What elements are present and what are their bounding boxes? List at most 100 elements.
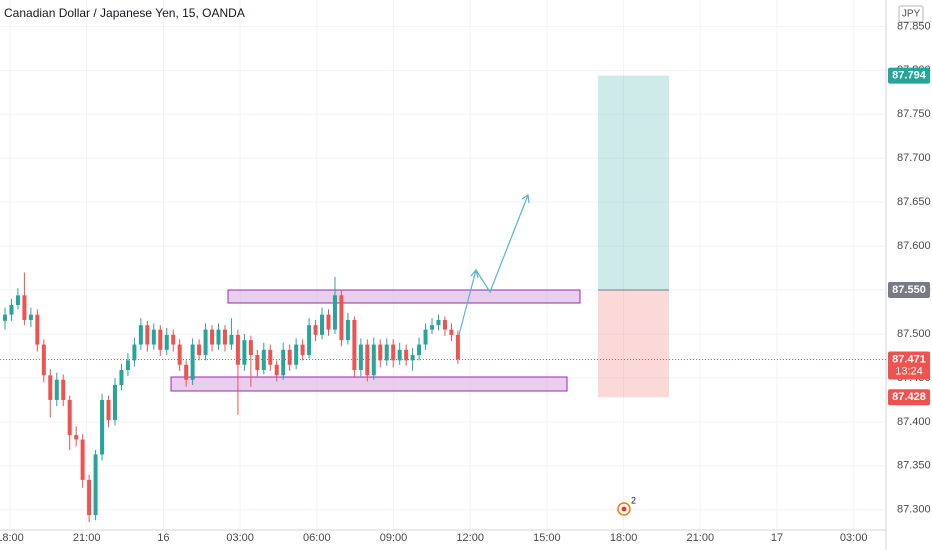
candle-body bbox=[358, 344, 363, 371]
candle-body bbox=[281, 349, 286, 376]
candle-body bbox=[197, 344, 202, 356]
candle-body bbox=[119, 370, 124, 385]
candle-body bbox=[313, 325, 318, 335]
candle-body bbox=[138, 325, 143, 345]
candle-body bbox=[307, 325, 312, 356]
y-tick-label: 87.400 bbox=[897, 416, 931, 428]
long-position bbox=[598, 75, 669, 398]
x-tick-label: 03:00 bbox=[840, 532, 868, 544]
candle-body bbox=[371, 344, 376, 376]
candle-body bbox=[436, 319, 441, 326]
y-tick-label: 87.700 bbox=[897, 152, 931, 164]
candle-body bbox=[145, 325, 150, 345]
grid bbox=[0, 0, 886, 530]
candle-body bbox=[391, 344, 396, 361]
loss-zone bbox=[598, 290, 669, 398]
candle-body bbox=[397, 349, 402, 361]
candle-body bbox=[177, 344, 182, 365]
candle-body bbox=[384, 344, 389, 361]
currency[interactable]: JPY bbox=[902, 9, 921, 20]
arrow-head bbox=[470, 268, 479, 279]
profit-zone bbox=[598, 75, 669, 291]
candle-body bbox=[9, 304, 14, 315]
candle-body bbox=[294, 344, 299, 365]
event-count: 2 bbox=[631, 495, 636, 505]
candle-body bbox=[261, 349, 266, 371]
arrow-head bbox=[521, 193, 530, 204]
candle-body bbox=[339, 295, 344, 341]
candle-body bbox=[455, 334, 460, 360]
candle-body bbox=[93, 454, 98, 516]
candle-body bbox=[410, 355, 415, 361]
candle-body bbox=[268, 349, 273, 365]
drawings bbox=[170, 193, 581, 392]
y-tick-label: 87.350 bbox=[897, 460, 931, 472]
candle-body bbox=[378, 344, 383, 361]
target-price-label-box bbox=[888, 67, 930, 84]
y-tick-label: 87.600 bbox=[897, 240, 931, 252]
currency-box[interactable] bbox=[898, 5, 924, 23]
last-price-label-box bbox=[888, 351, 930, 380]
candle-body bbox=[417, 344, 422, 356]
candle-body bbox=[61, 379, 66, 400]
candle-body bbox=[442, 319, 447, 330]
candle-body bbox=[48, 375, 53, 400]
candle-body bbox=[345, 319, 350, 341]
candle-body bbox=[80, 439, 85, 480]
candle-body bbox=[54, 379, 59, 400]
candle-body bbox=[15, 295, 20, 305]
event-marker[interactable]: 2 bbox=[617, 495, 636, 516]
candle-body bbox=[287, 349, 292, 365]
candle-body bbox=[216, 329, 221, 345]
candle-body bbox=[255, 355, 260, 371]
candle-body bbox=[132, 344, 137, 361]
candle-body bbox=[74, 435, 79, 440]
countdown: 13:24 bbox=[895, 365, 923, 377]
candle-body bbox=[158, 329, 163, 350]
last-price-label: 87.471 bbox=[892, 353, 926, 365]
candle-body bbox=[300, 344, 305, 356]
stop-price-label-box bbox=[888, 389, 930, 406]
x-tick-label: 09:00 bbox=[380, 532, 408, 544]
y-tick-label: 87.850 bbox=[897, 20, 931, 32]
candle-body bbox=[125, 360, 130, 371]
candle-body bbox=[210, 329, 215, 345]
x-tick-label: 21:00 bbox=[73, 532, 101, 544]
candle-body bbox=[332, 295, 337, 330]
candle-body bbox=[41, 344, 46, 376]
resistance-zone bbox=[227, 289, 581, 304]
x-tick-label: 16 bbox=[157, 532, 169, 544]
y-tick-label: 87.750 bbox=[897, 108, 931, 120]
projection-arrow bbox=[458, 194, 529, 336]
candle-body bbox=[242, 340, 247, 365]
candle-body bbox=[404, 349, 409, 361]
candle-body bbox=[164, 334, 169, 350]
candle-body bbox=[430, 325, 435, 330]
candle-body bbox=[87, 479, 92, 516]
candle-body bbox=[67, 399, 72, 436]
candle-body bbox=[248, 340, 253, 356]
x-tick-label: 06:00 bbox=[303, 532, 331, 544]
candle-body bbox=[100, 399, 105, 455]
candle-body bbox=[229, 334, 234, 345]
x-tick-label: 15:00 bbox=[533, 532, 561, 544]
candle-body bbox=[222, 329, 227, 345]
price-labels: 87.30087.35087.40087.45087.50087.55087.6… bbox=[0, 20, 931, 544]
x-tick-label: 18:00 bbox=[0, 532, 24, 544]
candles bbox=[3, 272, 460, 523]
candle-body bbox=[449, 329, 454, 335]
candle-body bbox=[274, 364, 279, 376]
candle-body bbox=[112, 384, 117, 421]
y-tick-label: 87.500 bbox=[897, 328, 931, 340]
x-tick-label: 18:00 bbox=[610, 532, 638, 544]
event-icon-dot bbox=[621, 506, 627, 512]
candle-body bbox=[365, 344, 370, 376]
candle-body bbox=[235, 334, 240, 365]
candle-body bbox=[35, 314, 40, 345]
candle-body bbox=[423, 329, 428, 345]
x-tick-label: 03:00 bbox=[226, 532, 254, 544]
entry-price-label: 87.550 bbox=[892, 284, 926, 296]
entry-price-label-box bbox=[888, 282, 930, 299]
